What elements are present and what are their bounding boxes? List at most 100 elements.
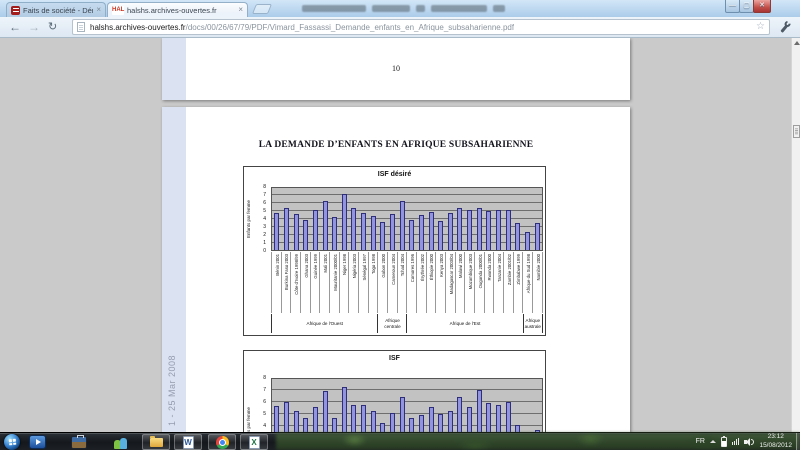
x-tick-label: Kenya 2003 (438, 254, 444, 277)
back-icon[interactable]: ← (9, 20, 21, 34)
bar (283, 208, 289, 250)
minimize-button[interactable]: — (725, 0, 740, 13)
bar (370, 216, 376, 250)
y-tick-label: 8 (263, 374, 266, 381)
bar (312, 210, 318, 250)
bar (428, 407, 434, 432)
bar (361, 213, 367, 250)
x-tick-label: Burkina Faso 2003 (284, 254, 290, 291)
bar (322, 391, 328, 432)
bar (322, 201, 328, 250)
word-taskbar-button[interactable]: W (174, 434, 202, 450)
maximize-button[interactable]: ▢ (739, 0, 754, 13)
group-label: Afrique australe (522, 314, 542, 333)
plot-area (271, 378, 543, 432)
chart-title: ISF (389, 355, 400, 362)
bar (476, 390, 482, 432)
bar (476, 207, 482, 250)
pdf-page-current: 1 - 25 Mar 2008 LA DEMANDE D’ENFANTS EN … (162, 107, 630, 432)
tab-close-icon[interactable]: × (96, 5, 101, 14)
chart-title: ISF désiré (377, 171, 412, 178)
explorer-taskbar-button[interactable] (142, 434, 170, 450)
tray-date: 15/08/2012 (759, 441, 792, 449)
language-indicator[interactable]: FR (695, 438, 705, 445)
bar (467, 210, 473, 250)
bar (534, 429, 540, 432)
bar (524, 231, 530, 250)
x-tick-label: Afrique du Sud 1998 (525, 254, 531, 294)
show-desktop-button[interactable] (796, 433, 800, 450)
background-window-title-blur (302, 5, 505, 12)
network-signal-icon[interactable] (731, 437, 740, 446)
bar (332, 217, 338, 250)
tab-close-icon[interactable]: × (238, 5, 243, 14)
bar (418, 214, 424, 250)
y-tick-label: 6 (263, 398, 266, 405)
bar (312, 407, 318, 432)
x-tick-label: Guinée 1999 (313, 254, 319, 279)
bar (351, 404, 357, 432)
forward-icon[interactable]: → (28, 20, 40, 34)
volume-icon[interactable] (744, 437, 754, 446)
media-player-icon[interactable] (29, 435, 46, 449)
y-tick-label: 3 (263, 223, 266, 230)
y-tick-label: 5 (263, 410, 266, 417)
bar (341, 194, 347, 250)
pdf-page-previous: 10 (162, 38, 630, 100)
x-tick-label: Madagascar 2003/04 (448, 254, 454, 295)
bar (457, 208, 463, 250)
bar (496, 210, 502, 250)
new-tab-button[interactable] (251, 4, 273, 14)
scrollbar-thumb[interactable] (792, 125, 800, 138)
bar (351, 207, 357, 250)
tab-label: Faits de société - Démogra (23, 5, 93, 15)
bar (486, 210, 492, 250)
browser-toolbar: ← → ↻ halshs.archives-ouvertes.fr/docs/0… (0, 17, 800, 38)
bar (399, 201, 405, 250)
close-button[interactable]: ✕ (753, 0, 771, 13)
briefcase-icon[interactable] (71, 435, 87, 449)
taskbar: W X FR 23:12 15/08/2012 (0, 432, 800, 450)
y-tick-label: 7 (263, 191, 266, 198)
windows-flag-icon (8, 438, 16, 446)
battery-icon[interactable] (720, 435, 727, 447)
bar (380, 422, 386, 432)
tab-faits-de-societe[interactable]: Faits de société - Démogra × (6, 2, 106, 17)
x-tick-label: Ouganda 2000/01 (477, 254, 483, 289)
bar (380, 222, 386, 250)
bar (341, 386, 347, 432)
clock[interactable]: 23:12 15/08/2012 (759, 433, 792, 450)
messenger-icon[interactable] (112, 435, 130, 449)
bar (447, 410, 453, 432)
address-bar[interactable]: halshs.archives-ouvertes.fr/docs/00/26/6… (72, 19, 770, 35)
url-text: halshs.archives-ouvertes.fr/docs/00/26/6… (90, 23, 514, 32)
excel-taskbar-button[interactable]: X (240, 434, 268, 450)
wrench-menu-icon[interactable] (777, 19, 794, 36)
tab-label: halshs.archives-ouvertes.fr (127, 5, 217, 15)
bar (438, 414, 444, 432)
hidden-icons-arrow[interactable] (709, 440, 716, 443)
start-button[interactable] (4, 434, 20, 450)
y-tick-label: 8 (263, 183, 266, 190)
bar (467, 407, 473, 432)
x-tick-label: Sénégal 1997 (361, 254, 367, 281)
scrollbar[interactable] (791, 38, 800, 432)
x-tick-label: Côte d'Ivoire 1998/99 (293, 254, 299, 295)
bar (505, 210, 511, 250)
url-domain: halshs.archives-ouvertes.fr (90, 22, 186, 32)
region-group-labels: Afrique de l'Ouest Afrique centrale Afriqu… (271, 314, 543, 333)
x-tick-label: Mali 2001 (322, 254, 328, 273)
x-tick-label: Érythrée 2002 (419, 254, 425, 281)
x-tick-label: Tanzanie 2004 (496, 254, 502, 282)
scrollbar-up-icon[interactable] (793, 41, 800, 45)
reload-icon[interactable]: ↻ (48, 21, 58, 33)
group-label: Afrique de l'Est (406, 314, 522, 333)
bar (447, 213, 453, 250)
tab-hal-pdf[interactable]: HAL halshs.archives-ouvertes.fr × (107, 2, 248, 17)
page-icon[interactable] (77, 22, 85, 32)
bookmark-star-icon[interactable]: ☆ (756, 21, 765, 32)
chrome-taskbar-button[interactable] (208, 434, 236, 450)
bar (332, 417, 338, 432)
